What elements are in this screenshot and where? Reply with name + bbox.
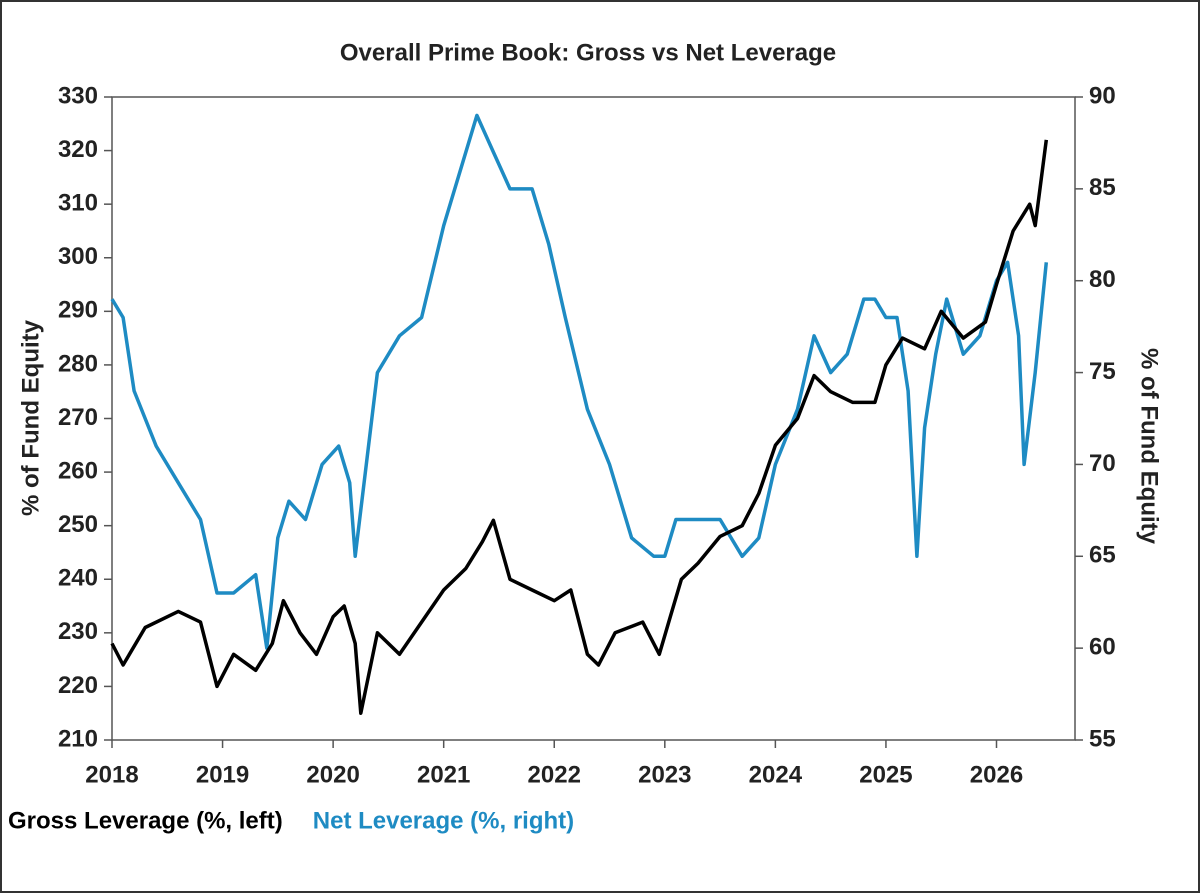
- x-tick-label: 2020: [306, 761, 359, 788]
- legend-entry: Gross Leverage (%, left): [8, 807, 283, 834]
- y-tick-label: 210: [58, 725, 98, 752]
- x-tick-label: 2019: [196, 761, 249, 788]
- y2-tick-label: 65: [1089, 542, 1116, 569]
- y2-tick-label: 70: [1089, 450, 1116, 477]
- y-tick-label: 310: [58, 190, 98, 217]
- x-tick-label: 2025: [859, 761, 912, 788]
- x-tick-label: 2022: [528, 761, 581, 788]
- y-tick-label: 270: [58, 404, 98, 431]
- x-tick-label: 2018: [85, 761, 138, 788]
- legend-entry: Net Leverage (%, right): [313, 807, 574, 834]
- y-tick-label: 320: [58, 136, 98, 163]
- y2-tick-label: 55: [1089, 725, 1116, 752]
- series-line: [110, 139, 1049, 715]
- series-line: [110, 113, 1049, 650]
- plot-frame: [111, 96, 1076, 741]
- y-tick-label: 260: [58, 457, 98, 484]
- x-tick-label: 2024: [749, 761, 803, 788]
- y-tick-label: 290: [58, 297, 98, 324]
- chart-title: Overall Prime Book: Gross vs Net Leverag…: [340, 39, 836, 66]
- x-tick-label: 2021: [417, 761, 470, 788]
- y2-axis-title: % of Fund Equity: [1136, 348, 1163, 545]
- y-tick-label: 250: [58, 511, 98, 538]
- x-tick-label: 2023: [638, 761, 691, 788]
- y2-tick-label: 60: [1089, 633, 1116, 660]
- y-tick-label: 280: [58, 350, 98, 377]
- x-tick-label: 2026: [970, 761, 1023, 788]
- y-axis-title: % of Fund Equity: [17, 319, 44, 516]
- y-tick-label: 240: [58, 565, 98, 592]
- y2-tick-label: 80: [1089, 266, 1116, 293]
- y2-tick-label: 85: [1089, 174, 1116, 201]
- y-tick-label: 220: [58, 672, 98, 699]
- y-tick-label: 230: [58, 618, 98, 645]
- y2-tick-label: 90: [1089, 82, 1116, 109]
- y2-tick-label: 75: [1089, 358, 1116, 385]
- y-tick-label: 300: [58, 243, 98, 270]
- y-tick-label: 330: [58, 82, 98, 109]
